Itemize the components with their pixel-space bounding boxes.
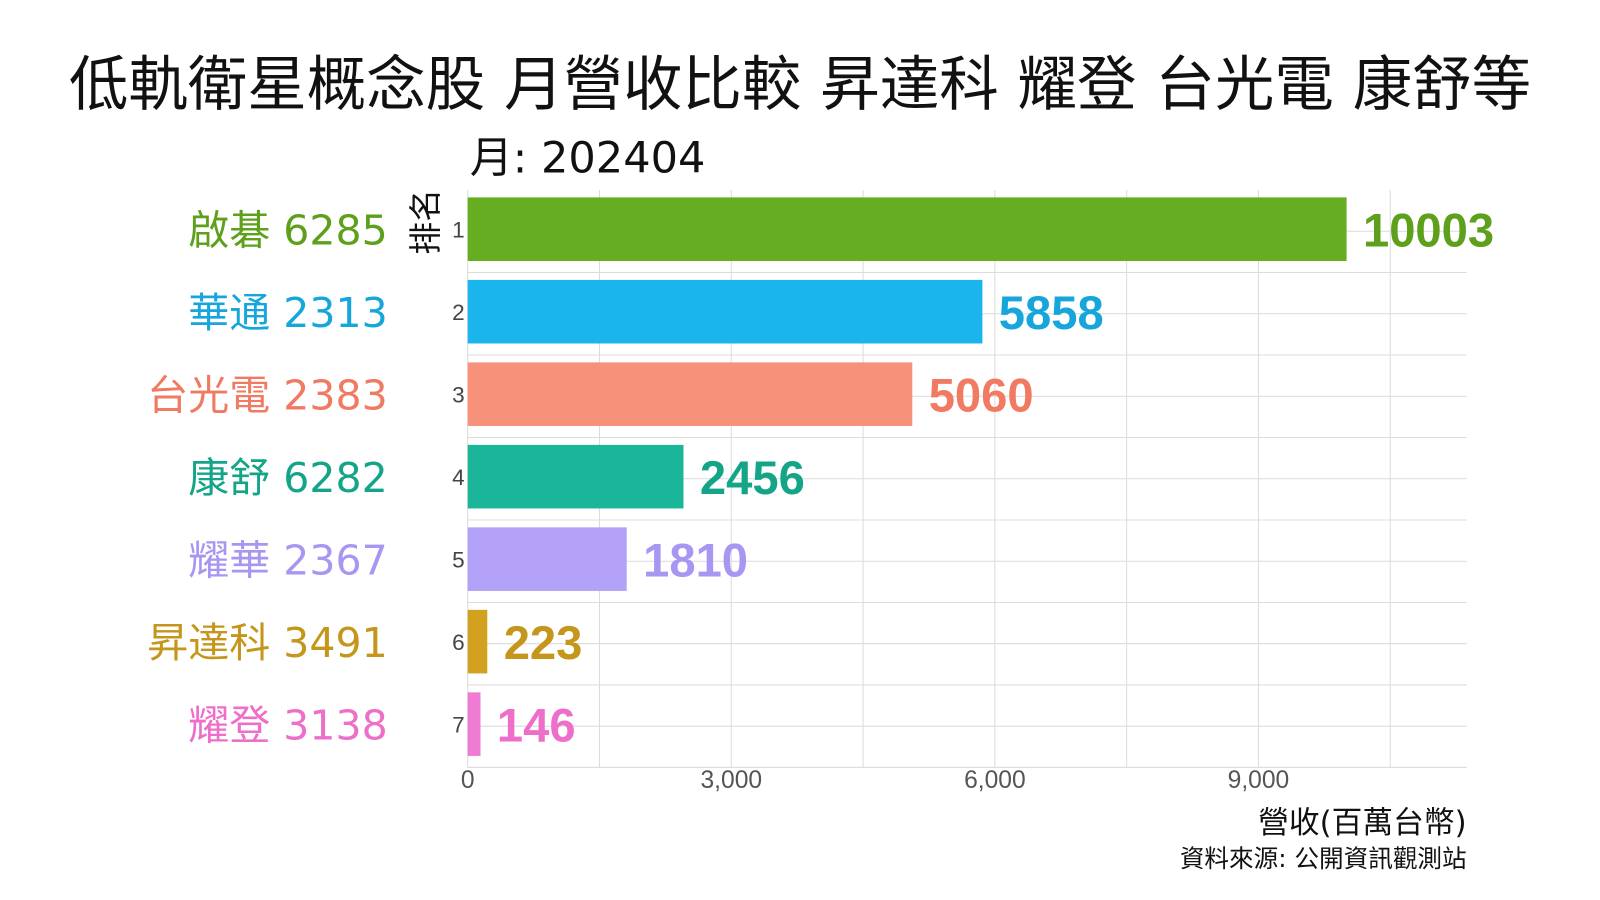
x-tick-label: 6,000 [964, 767, 1026, 794]
x-axis-label: 營收(百萬台幣) [1258, 805, 1466, 841]
rank-label: 1 [452, 217, 465, 242]
rank-label: 5 [452, 547, 465, 572]
x-tick-label: 3,000 [700, 767, 762, 794]
value-label: 10003 [1363, 204, 1494, 257]
source-note: 資料來源: 公開資訊觀測站 [1180, 844, 1467, 873]
value-label: 2456 [700, 451, 805, 504]
rank-label: 6 [452, 630, 465, 655]
bar [467, 692, 481, 756]
chart-title: 低軌衛星概念股 月營收比較 昇達科 耀登 台光電 康舒等 [69, 51, 1531, 120]
y-axis-label: 排名 [407, 189, 445, 255]
month-value: 202404 [541, 134, 705, 184]
bar [467, 444, 684, 509]
category-label: 啟碁 6285 [188, 207, 387, 255]
month-label: 月: 202404 [470, 134, 706, 184]
rank-label: 2 [452, 300, 465, 325]
value-label: 5858 [999, 286, 1104, 339]
grid: 0 3,000 6,000 9,000 [461, 189, 1467, 794]
category-label: 昇達科 3491 [147, 619, 387, 667]
category-label: 康舒 6282 [188, 454, 387, 502]
value-label: 5060 [929, 369, 1034, 422]
value-label: 223 [504, 616, 583, 669]
rank-label: 7 [452, 712, 465, 737]
value-label: 146 [497, 699, 576, 752]
x-tick-label: 0 [461, 767, 475, 794]
category-label: 耀華 2367 [188, 537, 387, 585]
bar [467, 197, 1347, 261]
month-prefix: 月: [470, 134, 541, 184]
bars: 1 啟碁 6285 10003 2 華通 2313 5858 3 台光電 2383 5060 4 康… [147, 197, 1494, 756]
bar [467, 279, 983, 344]
rank-label: 3 [452, 382, 465, 407]
x-tick-label: 9,000 [1228, 767, 1290, 794]
bar [467, 362, 913, 426]
category-label: 耀登 3138 [188, 702, 387, 750]
rank-label: 4 [452, 465, 465, 490]
category-label: 華通 2313 [188, 289, 387, 337]
bar [467, 609, 488, 674]
value-label: 1810 [643, 534, 748, 587]
category-label: 台光電 2383 [147, 372, 387, 420]
bar [467, 527, 627, 591]
